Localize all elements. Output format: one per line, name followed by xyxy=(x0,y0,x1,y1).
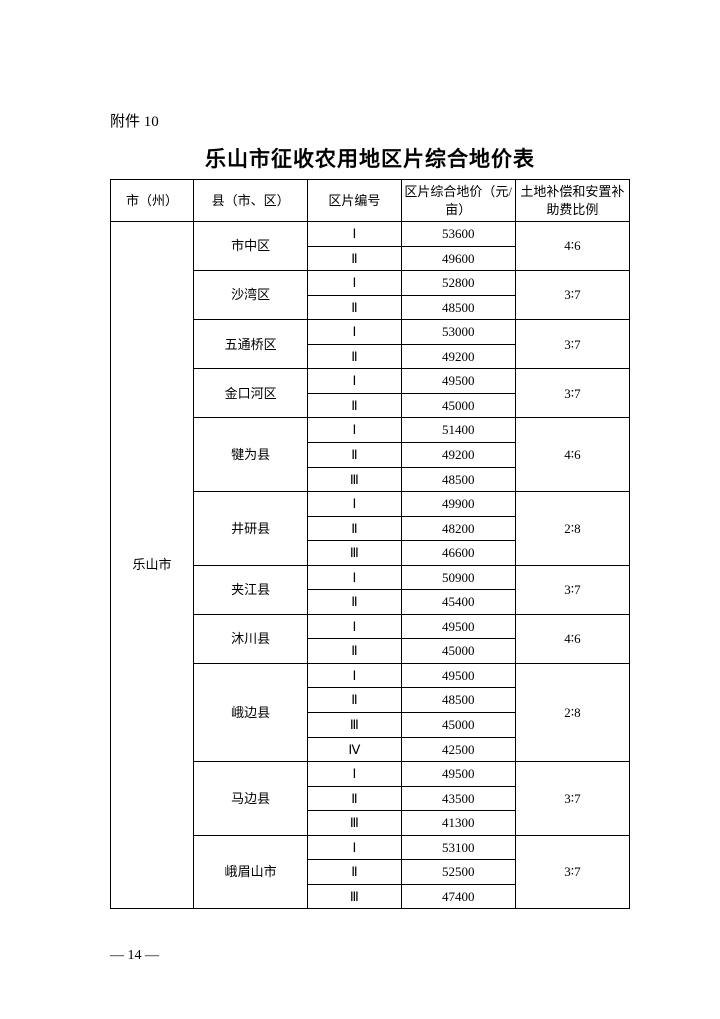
county-cell: 夹江县 xyxy=(194,565,308,614)
county-cell: 五通桥区 xyxy=(194,320,308,369)
ratio-cell: 3∶7 xyxy=(515,762,629,836)
price-cell: 49200 xyxy=(401,344,515,369)
zone-cell: Ⅰ xyxy=(308,762,401,787)
price-cell: 45000 xyxy=(401,393,515,418)
header-zone: 区片编号 xyxy=(308,180,401,222)
header-county: 县（市、区） xyxy=(194,180,308,222)
ratio-cell: 3∶7 xyxy=(515,565,629,614)
page-title: 乐山市征收农用地区片综合地价表 xyxy=(110,143,630,173)
price-cell: 45000 xyxy=(401,713,515,738)
price-cell: 53100 xyxy=(401,835,515,860)
zone-cell: Ⅲ xyxy=(308,467,401,492)
attachment-label: 附件 10 xyxy=(110,110,630,131)
city-cell: 乐山市 xyxy=(111,222,194,909)
price-table: 市（州） 县（市、区） 区片编号 区片综合地价（元/亩） 土地补偿和安置补助费比… xyxy=(110,179,630,909)
zone-cell: Ⅱ xyxy=(308,246,401,271)
table-row: 乐山市市中区Ⅰ536004∶6 xyxy=(111,222,630,247)
price-cell: 41300 xyxy=(401,811,515,836)
zone-cell: Ⅰ xyxy=(308,835,401,860)
price-cell: 49500 xyxy=(401,762,515,787)
zone-cell: Ⅱ xyxy=(308,590,401,615)
price-cell: 53000 xyxy=(401,320,515,345)
zone-cell: Ⅱ xyxy=(308,443,401,468)
county-cell: 沐川县 xyxy=(194,614,308,663)
zone-cell: Ⅰ xyxy=(308,222,401,247)
ratio-cell: 2∶8 xyxy=(515,663,629,761)
price-cell: 52800 xyxy=(401,271,515,296)
ratio-cell: 3∶7 xyxy=(515,271,629,320)
price-cell: 45400 xyxy=(401,590,515,615)
zone-cell: Ⅳ xyxy=(308,737,401,762)
county-cell: 金口河区 xyxy=(194,369,308,418)
ratio-cell: 3∶7 xyxy=(515,369,629,418)
ratio-cell: 2∶8 xyxy=(515,492,629,566)
zone-cell: Ⅰ xyxy=(308,565,401,590)
zone-cell: Ⅰ xyxy=(308,614,401,639)
zone-cell: Ⅱ xyxy=(308,688,401,713)
price-cell: 51400 xyxy=(401,418,515,443)
zone-cell: Ⅱ xyxy=(308,860,401,885)
zone-cell: Ⅰ xyxy=(308,492,401,517)
zone-cell: Ⅱ xyxy=(308,639,401,664)
zone-cell: Ⅰ xyxy=(308,369,401,394)
county-cell: 市中区 xyxy=(194,222,308,271)
price-cell: 42500 xyxy=(401,737,515,762)
ratio-cell: 3∶7 xyxy=(515,835,629,909)
table-header-row: 市（州） 县（市、区） 区片编号 区片综合地价（元/亩） 土地补偿和安置补助费比… xyxy=(111,180,630,222)
zone-cell: Ⅲ xyxy=(308,884,401,909)
zone-cell: Ⅰ xyxy=(308,271,401,296)
price-cell: 52500 xyxy=(401,860,515,885)
county-cell: 沙湾区 xyxy=(194,271,308,320)
price-cell: 48500 xyxy=(401,295,515,320)
zone-cell: Ⅲ xyxy=(308,541,401,566)
zone-cell: Ⅱ xyxy=(308,295,401,320)
header-price: 区片综合地价（元/亩） xyxy=(401,180,515,222)
price-cell: 49900 xyxy=(401,492,515,517)
zone-cell: Ⅱ xyxy=(308,786,401,811)
zone-cell: Ⅲ xyxy=(308,811,401,836)
county-cell: 峨边县 xyxy=(194,663,308,761)
price-cell: 53600 xyxy=(401,222,515,247)
price-cell: 50900 xyxy=(401,565,515,590)
zone-cell: Ⅱ xyxy=(308,393,401,418)
ratio-cell: 4∶6 xyxy=(515,418,629,492)
page-number: — 14 — xyxy=(110,948,159,964)
county-cell: 峨眉山市 xyxy=(194,835,308,909)
zone-cell: Ⅰ xyxy=(308,320,401,345)
price-cell: 45000 xyxy=(401,639,515,664)
ratio-cell: 3∶7 xyxy=(515,320,629,369)
zone-cell: Ⅱ xyxy=(308,344,401,369)
price-cell: 49500 xyxy=(401,369,515,394)
county-cell: 马边县 xyxy=(194,762,308,836)
zone-cell: Ⅰ xyxy=(308,663,401,688)
price-cell: 43500 xyxy=(401,786,515,811)
price-cell: 49200 xyxy=(401,443,515,468)
header-ratio: 土地补偿和安置补助费比例 xyxy=(515,180,629,222)
price-cell: 49600 xyxy=(401,246,515,271)
price-cell: 49500 xyxy=(401,614,515,639)
price-cell: 46600 xyxy=(401,541,515,566)
header-city: 市（州） xyxy=(111,180,194,222)
price-cell: 48200 xyxy=(401,516,515,541)
price-cell: 47400 xyxy=(401,884,515,909)
county-cell: 犍为县 xyxy=(194,418,308,492)
zone-cell: Ⅱ xyxy=(308,516,401,541)
ratio-cell: 4∶6 xyxy=(515,614,629,663)
price-cell: 48500 xyxy=(401,467,515,492)
price-cell: 48500 xyxy=(401,688,515,713)
zone-cell: Ⅰ xyxy=(308,418,401,443)
county-cell: 井研县 xyxy=(194,492,308,566)
price-cell: 49500 xyxy=(401,663,515,688)
ratio-cell: 4∶6 xyxy=(515,222,629,271)
zone-cell: Ⅲ xyxy=(308,713,401,738)
